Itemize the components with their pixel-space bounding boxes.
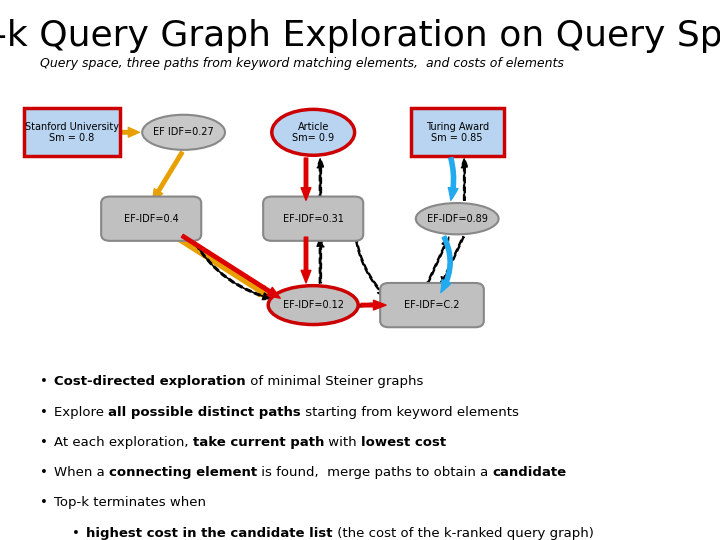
Text: highest cost in the candidate list: highest cost in the candidate list xyxy=(86,526,333,539)
FancyArrowPatch shape xyxy=(181,234,280,298)
Text: Cost-directed exploration: Cost-directed exploration xyxy=(54,375,246,388)
Text: lowest cost: lowest cost xyxy=(361,436,446,449)
FancyBboxPatch shape xyxy=(380,283,484,327)
Text: Query space, three paths from keyword matching elements,  and costs of elements: Query space, three paths from keyword ma… xyxy=(40,57,564,70)
FancyArrowPatch shape xyxy=(301,237,311,283)
Text: is found,  merge paths to obtain a: is found, merge paths to obtain a xyxy=(257,466,492,479)
Text: Stanford University
Sm = 0.8: Stanford University Sm = 0.8 xyxy=(25,122,119,143)
FancyArrowPatch shape xyxy=(361,300,386,310)
Text: EF-IDF=C.2: EF-IDF=C.2 xyxy=(404,300,460,310)
Text: EF-IDF=0.31: EF-IDF=0.31 xyxy=(283,214,343,224)
Text: When a: When a xyxy=(54,466,109,479)
Text: •: • xyxy=(40,466,48,479)
FancyArrowPatch shape xyxy=(449,157,458,200)
FancyArrowPatch shape xyxy=(461,158,468,200)
FancyArrowPatch shape xyxy=(317,237,324,283)
Text: with: with xyxy=(324,436,361,449)
FancyBboxPatch shape xyxy=(101,197,201,241)
Text: connecting element: connecting element xyxy=(109,466,257,479)
Text: •: • xyxy=(40,496,48,509)
Text: Top-k Query Graph Exploration on Query Space: Top-k Query Graph Exploration on Query S… xyxy=(0,19,720,53)
FancyBboxPatch shape xyxy=(24,108,120,157)
FancyArrowPatch shape xyxy=(122,127,140,137)
FancyArrowPatch shape xyxy=(153,151,184,201)
Text: EF-IDF=0.89: EF-IDF=0.89 xyxy=(427,214,487,224)
Text: (the cost of the k-ranked query graph): (the cost of the k-ranked query graph) xyxy=(333,526,594,539)
Text: •: • xyxy=(40,375,48,388)
Text: Top-k terminates when: Top-k terminates when xyxy=(54,496,206,509)
Text: EF-IDF=0.4: EF-IDF=0.4 xyxy=(124,214,179,224)
Text: At each exploration,: At each exploration, xyxy=(54,436,193,449)
Ellipse shape xyxy=(271,109,354,156)
Text: of minimal Steiner graphs: of minimal Steiner graphs xyxy=(246,375,423,388)
Text: •: • xyxy=(40,436,48,449)
FancyArrowPatch shape xyxy=(441,236,452,293)
Text: EF-IDF=0.12: EF-IDF=0.12 xyxy=(283,300,343,310)
Ellipse shape xyxy=(268,286,359,325)
Text: take current path: take current path xyxy=(193,436,324,449)
FancyBboxPatch shape xyxy=(264,197,363,241)
Ellipse shape xyxy=(142,115,225,150)
Text: Turing Award
Sm = 0.85: Turing Award Sm = 0.85 xyxy=(426,122,489,143)
Ellipse shape xyxy=(416,203,498,234)
Text: EF IDF=0.27: EF IDF=0.27 xyxy=(153,127,214,137)
Text: candidate: candidate xyxy=(492,466,567,479)
Text: Article
Sm= 0.9: Article Sm= 0.9 xyxy=(292,122,334,143)
Text: •: • xyxy=(72,526,80,539)
FancyArrowPatch shape xyxy=(174,233,273,298)
FancyBboxPatch shape xyxy=(410,108,504,157)
FancyArrowPatch shape xyxy=(354,227,387,298)
FancyArrowPatch shape xyxy=(426,237,449,287)
Text: starting from keyword elements: starting from keyword elements xyxy=(301,406,519,419)
FancyArrowPatch shape xyxy=(301,158,311,200)
Text: •: • xyxy=(40,406,48,419)
FancyArrowPatch shape xyxy=(441,237,464,287)
Text: Explore: Explore xyxy=(54,406,108,419)
FancyArrowPatch shape xyxy=(317,158,324,200)
FancyArrowPatch shape xyxy=(186,226,273,300)
FancyArrowPatch shape xyxy=(323,303,423,323)
Text: all possible distinct paths: all possible distinct paths xyxy=(108,406,301,419)
